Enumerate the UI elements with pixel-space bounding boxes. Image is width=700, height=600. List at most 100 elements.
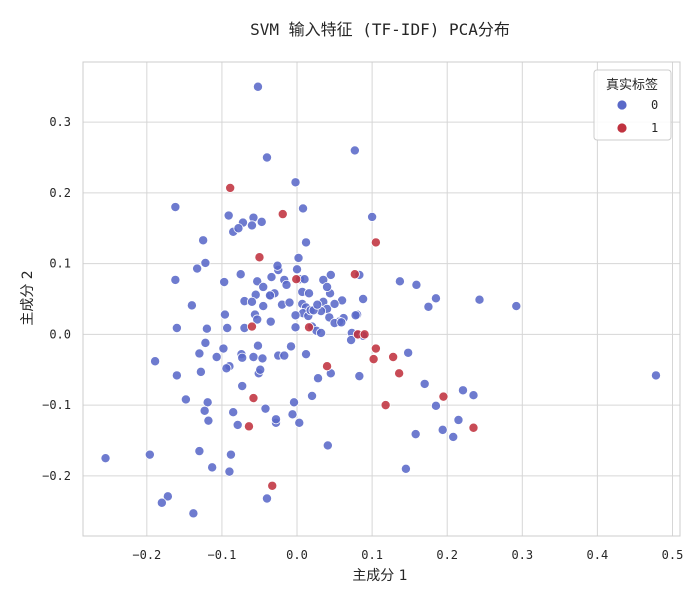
data-point-label-1 <box>370 237 381 248</box>
x-tick-label: 0.1 <box>361 548 383 562</box>
data-point-label-0 <box>237 381 248 392</box>
data-point-label-0 <box>316 327 327 338</box>
data-point-label-0 <box>511 301 522 312</box>
data-point-label-0 <box>279 350 290 361</box>
data-point-label-0 <box>299 274 310 285</box>
legend-label-1: 1 <box>651 121 658 135</box>
data-point-label-0 <box>290 177 301 188</box>
data-point-label-1 <box>322 361 333 372</box>
data-point-label-0 <box>336 317 347 328</box>
data-point-label-0 <box>329 298 340 309</box>
data-point-label-0 <box>198 235 209 246</box>
data-point-label-0 <box>203 415 214 426</box>
data-point-label-0 <box>437 424 448 435</box>
x-tick-label: −0.2 <box>132 548 161 562</box>
legend-title: 真实标签 <box>606 77 658 93</box>
data-point-label-1 <box>254 252 265 263</box>
y-tick-label: 0.3 <box>49 115 71 129</box>
plot-frame <box>82 61 681 537</box>
data-point-label-0 <box>453 414 464 425</box>
data-point-label-0 <box>194 348 205 359</box>
data-point-label-0 <box>223 210 234 221</box>
data-point-label-1 <box>468 422 479 433</box>
legend-label-0: 0 <box>651 98 658 112</box>
data-point-label-0 <box>233 223 244 234</box>
data-point-label-0 <box>394 276 405 287</box>
data-point-label-0 <box>298 203 309 214</box>
data-point-label-0 <box>201 323 212 334</box>
data-point-label-0 <box>350 310 361 321</box>
data-point-label-1 <box>248 393 259 404</box>
x-tick-label: 0.4 <box>587 548 609 562</box>
data-point-label-0 <box>171 370 182 381</box>
data-point-label-0 <box>228 407 239 418</box>
data-point-label-1 <box>277 209 288 220</box>
data-point-label-0 <box>287 409 298 420</box>
data-point-label-0 <box>457 385 468 396</box>
data-point-label-0 <box>289 397 300 408</box>
data-point-label-0 <box>218 343 229 354</box>
data-point-label-0 <box>170 202 181 213</box>
data-point-label-0 <box>100 453 111 464</box>
legend-marker-1 <box>616 122 628 134</box>
data-point-label-1 <box>304 322 315 333</box>
data-point-label-0 <box>237 352 248 363</box>
data-point-label-0 <box>188 508 199 519</box>
data-point-label-1 <box>388 352 399 363</box>
legend-box <box>593 69 672 141</box>
data-point-label-0 <box>411 279 422 290</box>
data-point-label-0 <box>272 260 283 271</box>
y-tick-label: −0.1 <box>42 398 71 412</box>
data-point-label-1 <box>246 321 257 332</box>
data-point-label-0 <box>219 277 230 288</box>
data-point-label-0 <box>261 152 272 163</box>
data-point-label-1 <box>349 269 360 280</box>
data-point-label-0 <box>180 394 191 405</box>
data-point-label-0 <box>281 279 292 290</box>
data-point-label-0 <box>468 390 479 401</box>
data-point-label-0 <box>430 293 441 304</box>
data-point-label-0 <box>284 297 295 308</box>
data-point-label-0 <box>255 364 266 375</box>
chart-title: SVM 输入特征 (TF-IDF) PCA分布 <box>250 20 510 39</box>
data-point-label-0 <box>346 335 357 346</box>
data-point-label-0 <box>410 429 421 440</box>
grid <box>83 62 680 536</box>
x-axis-ticks: −0.2 −0.1 0.0 0.1 0.2 0.3 0.4 0.5 <box>132 548 683 562</box>
data-point-label-0 <box>260 403 271 414</box>
data-point-label-0 <box>200 257 211 268</box>
x-axis-label: 主成分 1 <box>352 568 407 584</box>
data-point-label-0 <box>290 322 301 333</box>
data-point-label-0 <box>264 290 275 301</box>
data-point-label-0 <box>261 493 272 504</box>
data-point-label-0 <box>403 347 414 358</box>
y-tick-label: 0.2 <box>49 186 71 200</box>
data-point-label-1 <box>243 421 254 432</box>
data-point-label-1 <box>380 400 391 411</box>
data-point-label-0 <box>186 300 197 311</box>
data-points <box>100 81 661 519</box>
data-point-label-0 <box>150 356 161 367</box>
data-point-label-0 <box>252 81 263 92</box>
data-point-label-1 <box>291 274 302 285</box>
data-point-label-0 <box>222 323 233 334</box>
data-point-label-0 <box>313 373 324 384</box>
data-point-label-0 <box>290 310 301 321</box>
data-point-label-0 <box>235 269 246 280</box>
y-tick-label: 0.0 <box>49 327 71 341</box>
data-point-label-0 <box>294 417 305 428</box>
data-point-label-0 <box>367 211 378 222</box>
data-point-label-0 <box>474 294 485 305</box>
data-point-label-0 <box>430 400 441 411</box>
data-point-label-0 <box>322 281 333 292</box>
data-point-label-0 <box>292 264 303 275</box>
data-point-label-0 <box>252 314 263 325</box>
data-point-label-1 <box>368 354 379 365</box>
data-point-label-0 <box>200 337 211 348</box>
data-point-label-0 <box>192 263 203 274</box>
data-point-label-0 <box>423 301 434 312</box>
data-point-label-0 <box>202 397 213 408</box>
data-point-label-0 <box>156 497 167 508</box>
data-point-label-0 <box>301 237 312 248</box>
